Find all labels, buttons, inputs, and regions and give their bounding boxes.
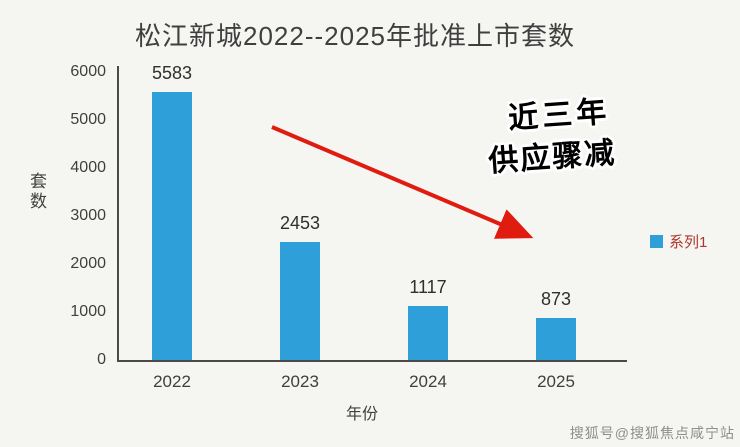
- y-axis-tick-label: 5000: [70, 111, 106, 128]
- bar-value-label: 873: [540, 289, 572, 309]
- y-axis-tick-label: 0: [97, 351, 106, 368]
- y-axis-tick-label: 1000: [70, 303, 106, 320]
- x-axis-tick-label: 2023: [281, 372, 319, 391]
- watermark-text: 搜狐号@搜狐焦点咸宁站: [569, 425, 735, 441]
- y-axis-title: 套数: [27, 172, 46, 212]
- y-axis-tick-label: 3000: [70, 207, 106, 224]
- x-axis-line: [117, 360, 627, 362]
- x-axis-tick-label: 2022: [153, 372, 191, 391]
- legend-swatch: [650, 235, 663, 248]
- bar: [536, 318, 576, 360]
- bar-value-label: 5583: [151, 63, 193, 83]
- annotation-text-line2: 供应骤减: [487, 136, 618, 179]
- bar: [152, 92, 192, 360]
- legend-label: 系列1: [669, 234, 708, 251]
- chart-title: 松江新城2022--2025年批准上市套数: [135, 21, 575, 51]
- y-axis-line: [117, 66, 119, 361]
- x-axis-title: 年份: [345, 406, 378, 423]
- y-axis-tick-label: 2000: [70, 255, 106, 272]
- bar: [280, 242, 320, 360]
- bar: [408, 306, 448, 360]
- legend: 系列1: [650, 231, 707, 252]
- x-axis-tick-label: 2024: [409, 372, 447, 391]
- bar-value-label: 2453: [279, 213, 321, 233]
- y-axis-tick-label: 6000: [70, 63, 106, 80]
- y-axis-tick-label: 4000: [70, 159, 106, 176]
- x-axis-tick-label: 2025: [537, 372, 575, 391]
- bar-value-label: 1117: [409, 277, 447, 297]
